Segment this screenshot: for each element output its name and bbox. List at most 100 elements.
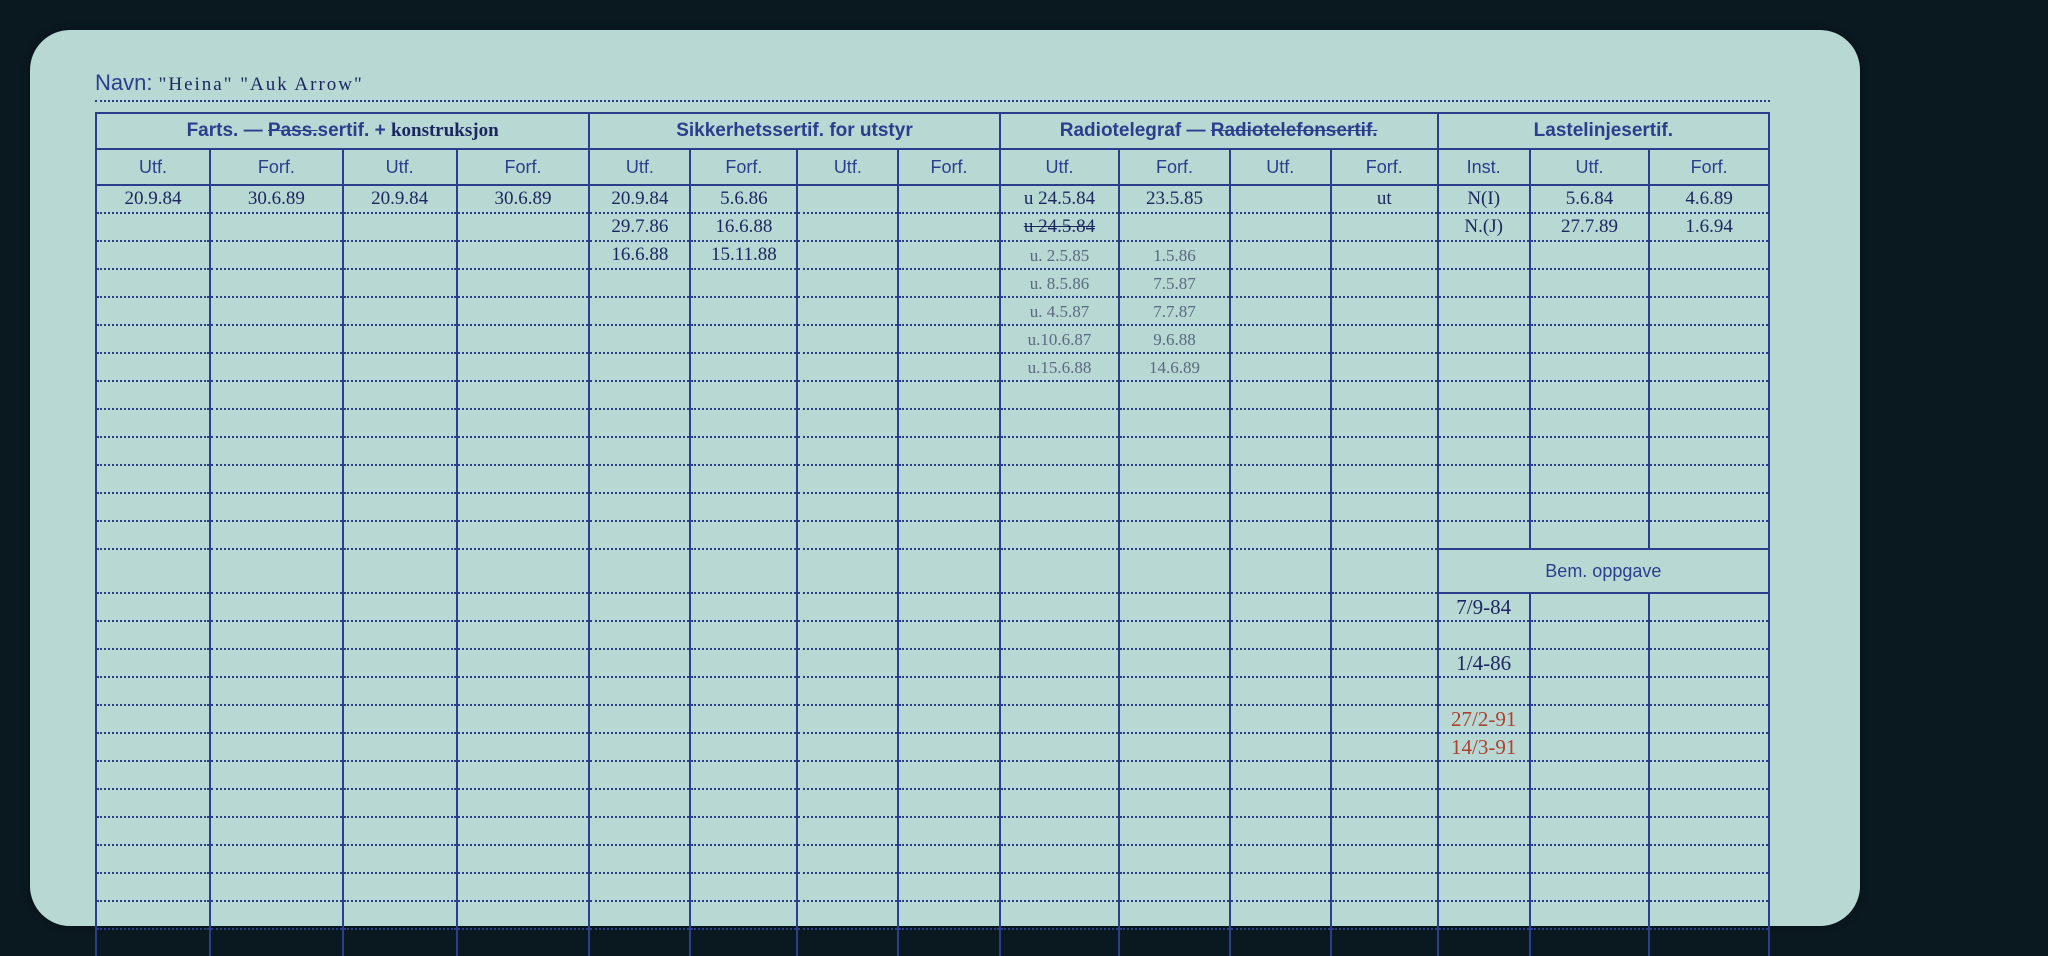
cell	[457, 493, 590, 521]
cell	[1331, 409, 1438, 437]
table-row: 20.9.8430.6.8920.9.8430.6.8920.9.845.6.8…	[96, 185, 1769, 213]
cell	[589, 873, 690, 901]
cell	[797, 241, 898, 269]
cell: 14.6.89	[1119, 353, 1229, 381]
cell	[898, 733, 999, 761]
cell	[797, 409, 898, 437]
cell: 1.6.94	[1649, 213, 1769, 241]
cell	[797, 845, 898, 873]
cell	[210, 705, 343, 733]
cell	[1438, 241, 1530, 269]
cell	[690, 521, 797, 549]
cell	[96, 325, 210, 353]
cell	[1438, 381, 1530, 409]
cell	[1331, 593, 1438, 621]
cell	[1530, 409, 1650, 437]
cell	[343, 733, 457, 761]
hole	[1988, 530, 2030, 572]
col-utf: Utf.	[589, 149, 690, 185]
cell	[343, 677, 457, 705]
cell	[1530, 789, 1650, 817]
cell	[690, 549, 797, 593]
hole	[1988, 436, 2030, 478]
index-card: Navn: "Heina" "Auk Arrow" Farts. — Pass.…	[30, 30, 1860, 926]
cell	[210, 297, 343, 325]
cell	[1331, 381, 1438, 409]
cell	[1331, 437, 1438, 465]
cell	[898, 845, 999, 873]
cell	[1000, 409, 1120, 437]
cell	[1530, 353, 1650, 381]
cell	[1438, 409, 1530, 437]
cell	[1119, 929, 1229, 956]
cell	[96, 649, 210, 677]
cell	[690, 593, 797, 621]
cell	[1530, 873, 1650, 901]
cell	[690, 649, 797, 677]
cell	[1649, 873, 1769, 901]
cell	[690, 817, 797, 845]
cell	[343, 593, 457, 621]
cell	[1530, 929, 1650, 956]
cell	[1530, 269, 1650, 297]
cell	[343, 297, 457, 325]
cell	[1230, 241, 1331, 269]
cell	[210, 873, 343, 901]
cell	[1119, 789, 1229, 817]
cell	[1649, 269, 1769, 297]
cell	[96, 437, 210, 465]
cell	[690, 789, 797, 817]
cell	[898, 493, 999, 521]
cell	[690, 381, 797, 409]
cell	[1649, 845, 1769, 873]
card-content: Navn: "Heina" "Auk Arrow" Farts. — Pass.…	[95, 70, 1770, 896]
cell	[1331, 705, 1438, 733]
cell	[589, 705, 690, 733]
cell	[343, 409, 457, 437]
cell	[1230, 213, 1331, 241]
cell: ut	[1331, 185, 1438, 213]
cell	[589, 409, 690, 437]
cell	[898, 705, 999, 733]
cell: 30.6.89	[210, 185, 343, 213]
cell	[1230, 437, 1331, 465]
cell	[457, 677, 590, 705]
col-forf: Forf.	[457, 149, 590, 185]
hole	[1988, 906, 2030, 948]
cell	[1119, 649, 1229, 677]
cell	[797, 437, 898, 465]
cell	[589, 901, 690, 929]
cell: 1.5.86	[1119, 241, 1229, 269]
cell	[1331, 297, 1438, 325]
cell	[1331, 901, 1438, 929]
cell	[1230, 705, 1331, 733]
cell	[797, 593, 898, 621]
cell	[690, 845, 797, 873]
cell	[589, 325, 690, 353]
cell	[589, 353, 690, 381]
cell	[1530, 437, 1650, 465]
cell	[1438, 845, 1530, 873]
cell	[210, 213, 343, 241]
cell	[690, 325, 797, 353]
cell	[1438, 901, 1530, 929]
cell	[1438, 493, 1530, 521]
cell	[797, 297, 898, 325]
cell	[690, 929, 797, 956]
cell	[1000, 845, 1120, 873]
cell	[1230, 297, 1331, 325]
cell	[1649, 409, 1769, 437]
cell	[1331, 929, 1438, 956]
cell	[343, 649, 457, 677]
cell	[690, 761, 797, 789]
cell	[343, 353, 457, 381]
cell	[1649, 705, 1769, 733]
cell	[690, 677, 797, 705]
cell	[1530, 381, 1650, 409]
cell	[797, 733, 898, 761]
cell	[343, 325, 457, 353]
cell	[457, 241, 590, 269]
cell	[1649, 593, 1769, 621]
cell	[210, 901, 343, 929]
sub-header-row: Utf. Forf. Utf. Forf. Utf. Forf. Utf. Fo…	[96, 149, 1769, 185]
